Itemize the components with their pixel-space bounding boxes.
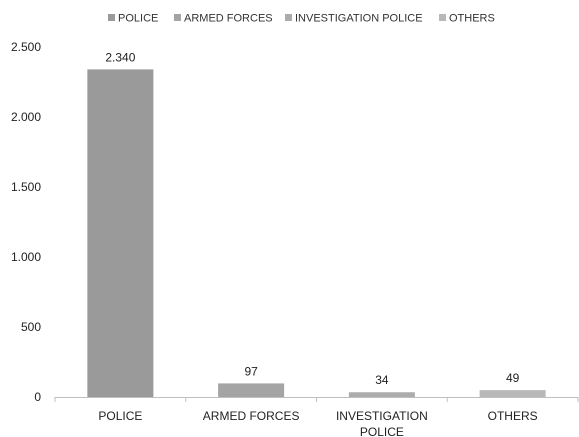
data-label: 34 [375, 373, 389, 387]
legend-label: POLICE [118, 13, 158, 25]
x-tick-label: OTHERS [488, 409, 538, 423]
data-label: 49 [506, 371, 520, 385]
legend-label: INVESTIGATION POLICE [295, 13, 423, 25]
legend-swatch [108, 14, 115, 21]
y-tick-label: 500 [21, 320, 41, 334]
legend-swatch [439, 14, 446, 21]
bar-police [87, 69, 154, 398]
y-tick-label: 2.000 [11, 110, 41, 124]
legend-swatch [174, 14, 181, 21]
y-tick-label: 1.500 [11, 180, 41, 194]
legend-swatch [285, 14, 292, 21]
legend-label: OTHERS [449, 13, 495, 25]
legend-label: ARMED FORCES [184, 13, 273, 25]
data-label: 97 [244, 364, 258, 378]
y-axis: 0 500 1.000 1.500 2.000 2.500 [11, 40, 41, 404]
bar-others [479, 390, 546, 397]
y-tick-label: 1.000 [11, 250, 41, 264]
y-tick-label: 2.500 [11, 40, 41, 54]
legend: POLICE ARMED FORCES INVESTIGATION POLICE OT… [108, 13, 495, 25]
bar-armed-forces [218, 383, 285, 397]
x-axis: POLICE ARMED FORCES INVESTIGATION POLICE OTH… [54, 397, 579, 437]
data-labels: 2.340 97 34 49 [105, 50, 519, 387]
bar-investigation-police [348, 392, 415, 397]
x-tick-label: INVESTIGATION POLICE [336, 409, 428, 437]
bars [87, 69, 546, 398]
x-tick-label: ARMED FORCES [203, 409, 300, 423]
y-tick-label: 0 [34, 390, 41, 404]
x-tick-label: POLICE [98, 409, 142, 423]
data-label: 2.340 [105, 50, 135, 64]
